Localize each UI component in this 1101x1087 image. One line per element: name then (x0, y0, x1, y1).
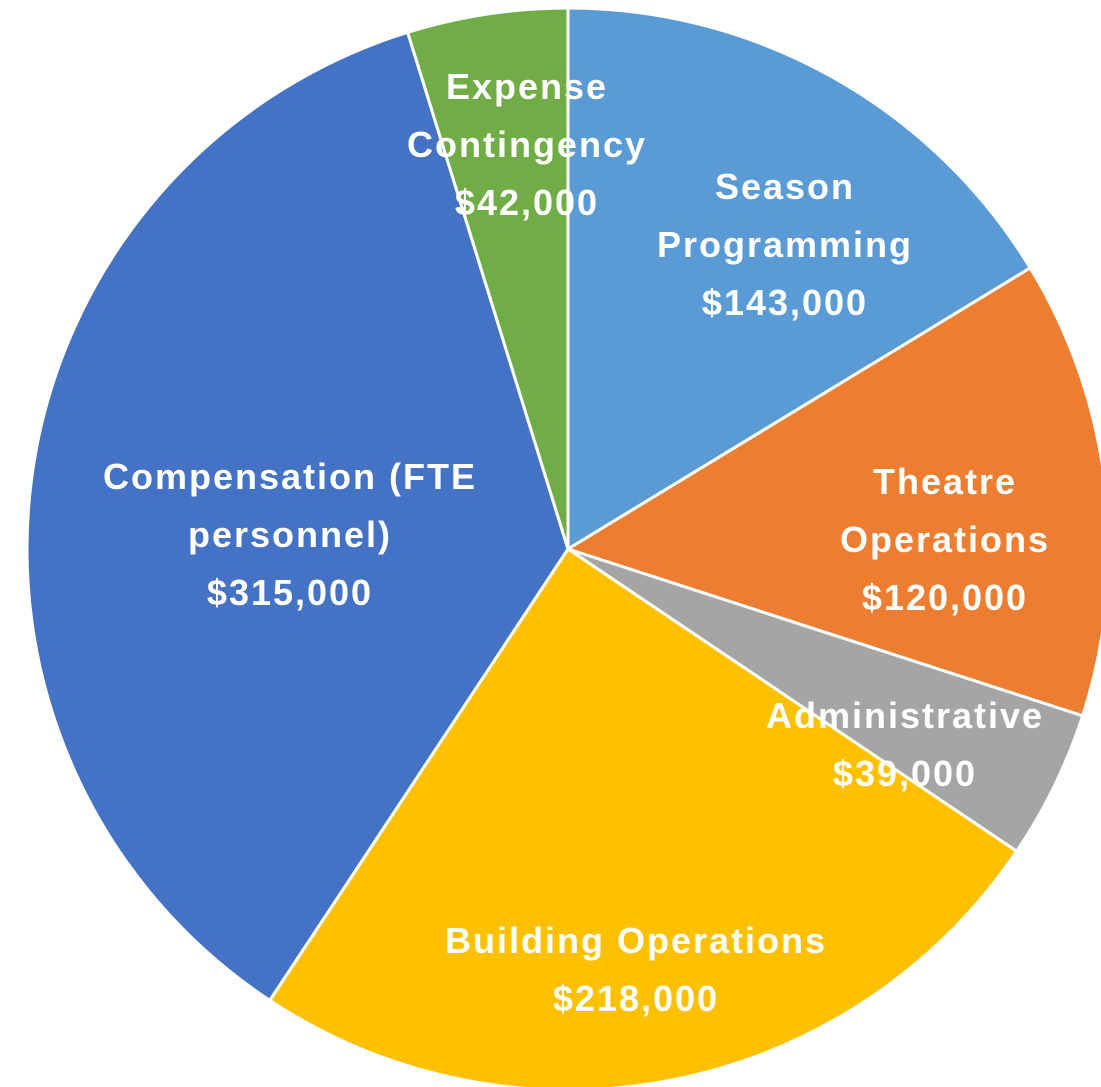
value-label: $143,000 (701, 282, 869, 323)
category-label: Building Operations (444, 920, 828, 961)
data-label: Expense Contingency $42,000 (377, 58, 677, 232)
category-label: Season Programming (656, 166, 914, 265)
category-label: Administrative (765, 695, 1045, 736)
data-label: Compensation (FTE personnel) $315,000 (45, 448, 535, 622)
pie-slice (267, 546, 1019, 1087)
category-label: Compensation (FTE personnel) (103, 456, 477, 555)
pie-slice (25, 30, 570, 1003)
category-label: Expense Contingency (406, 66, 647, 165)
value-label: $42,000 (454, 182, 600, 223)
data-label: Building Operations $218,000 (445, 912, 827, 1028)
value-label: $315,000 (206, 572, 374, 613)
data-label: Administrative $39,000 (766, 687, 1044, 803)
pie-slice (566, 6, 1033, 552)
data-label: Theatre Operations $120,000 (800, 453, 1090, 627)
data-label: Season Programming $143,000 (615, 158, 955, 332)
value-label: $39,000 (832, 753, 978, 794)
value-label: $218,000 (552, 978, 720, 1019)
category-label: Theatre Operations (839, 461, 1051, 560)
pie-slice (405, 6, 570, 550)
pie-slice (564, 265, 1101, 718)
value-label: $120,000 (861, 577, 1029, 618)
